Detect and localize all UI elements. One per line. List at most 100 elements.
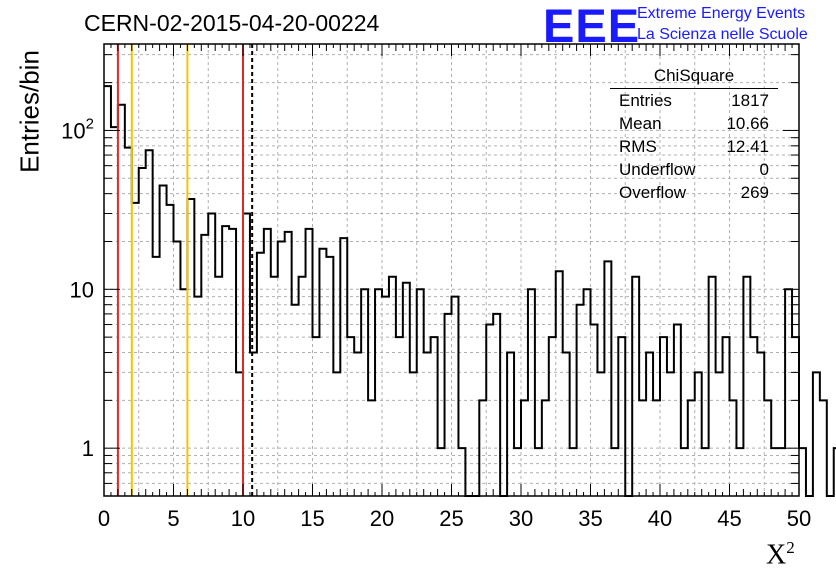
histogram-bin (563, 353, 570, 496)
x-axis-label: X2 (766, 538, 795, 571)
stats-box: ChiSquare Entries 1817 Mean 10.66 RMS 12… (610, 66, 778, 204)
histogram-bin (660, 337, 667, 496)
histogram-bin (333, 372, 340, 496)
histogram-bin (528, 289, 535, 496)
stats-label: RMS (619, 137, 657, 156)
histogram-bin (716, 372, 723, 496)
histogram-bin (646, 353, 653, 496)
histogram-bin (354, 353, 361, 496)
histogram-bin (549, 337, 556, 496)
histogram-bin (493, 314, 500, 496)
x-tick-label: 15 (300, 506, 324, 531)
histogram-bin (340, 238, 347, 496)
histogram-bin (313, 337, 320, 496)
x-axis: 0 5 10 15 20 25 30 35 40 45 50 (98, 44, 811, 531)
histogram-bin (139, 168, 146, 496)
stats-label: Mean (619, 114, 662, 133)
histogram-bin (236, 372, 243, 496)
histogram-bin (799, 448, 806, 496)
histogram-bin (723, 337, 730, 496)
histogram-bin (187, 199, 194, 496)
histogram-bin (160, 186, 167, 496)
stats-row-overflow: Overflow 269 (610, 181, 778, 204)
histogram-bin (507, 353, 514, 496)
histogram-bin (431, 337, 438, 496)
histogram-bin (618, 337, 625, 496)
histogram-bin (375, 289, 382, 496)
eee-logo: EEE (543, 0, 641, 52)
histogram-bin (174, 241, 181, 496)
stats-label: Overflow (619, 183, 687, 202)
stats-label: Underflow (619, 160, 696, 179)
stats-value: 0 (759, 160, 769, 179)
histogram-bin (278, 241, 285, 496)
histogram-bin (250, 353, 257, 496)
histogram-bin (208, 214, 215, 496)
histogram-bin (104, 86, 111, 496)
stats-row-entries: Entries 1817 (610, 89, 778, 112)
stats-value: 12.41 (726, 137, 769, 156)
y-tick-label: 1 (82, 436, 94, 461)
histogram-bin (243, 214, 250, 496)
reference-lines (116, 44, 254, 496)
x-tick-label: 20 (370, 506, 394, 531)
logo-line-1: Extreme Energy Events (637, 5, 806, 22)
histogram-bin (813, 372, 820, 496)
histogram-bin (785, 289, 792, 496)
histogram-bin (820, 400, 827, 496)
histogram-bin (410, 372, 417, 496)
histogram-bin (486, 325, 493, 496)
histogram-bin (757, 353, 764, 496)
stats-value: 269 (740, 183, 769, 202)
stats-value: 1817 (731, 91, 769, 110)
histogram-bin (445, 314, 452, 496)
histogram-bin (361, 289, 368, 496)
histogram-bin (417, 289, 424, 496)
grid-lines (104, 44, 799, 496)
histogram-bin (285, 232, 292, 496)
histogram-bin (146, 150, 153, 496)
histogram-bin (396, 337, 403, 496)
stats-label: Entries (619, 91, 672, 110)
histogram-series (104, 85, 836, 497)
y-tick-label: 10 (70, 277, 94, 302)
histogram-bin (452, 297, 459, 496)
logo-line-2: La Scienza nelle Scuole (637, 26, 808, 43)
stats-row-underflow: Underflow 0 (610, 158, 778, 181)
histogram-outline (104, 85, 836, 497)
histogram-bin (695, 372, 702, 496)
histogram-bin (597, 372, 604, 496)
histogram-bin (111, 127, 118, 496)
histogram-bin (674, 325, 681, 496)
histogram-bin (167, 205, 174, 496)
x-tick-label: 50 (787, 506, 811, 531)
histogram-bin (667, 372, 674, 496)
histogram-bin (424, 353, 431, 496)
histogram-bin (382, 297, 389, 496)
x-tick-label: 0 (98, 506, 110, 531)
histogram-bin (326, 257, 333, 496)
histogram-bin (118, 105, 125, 496)
chart-title: CERN-02-2015-04-20-00224 (84, 10, 380, 36)
stats-row-rms: RMS 12.41 (610, 135, 778, 158)
x-tick-label: 30 (509, 506, 533, 531)
histogram-bin (792, 337, 799, 496)
y-tick-label: 102 (61, 115, 94, 143)
stats-value: 10.66 (726, 114, 769, 133)
histogram-bin (584, 289, 591, 496)
x-tick-label: 35 (578, 506, 602, 531)
stats-header: ChiSquare (610, 66, 778, 89)
x-tick-label: 25 (439, 506, 463, 531)
histogram-bin (180, 289, 187, 496)
x-tick-label: 10 (231, 506, 255, 531)
stats-row-mean: Mean 10.66 (610, 112, 778, 135)
x-tick-label: 40 (648, 506, 672, 531)
histogram-bin (750, 337, 757, 496)
histogram-bin (194, 297, 201, 496)
histogram-bin (347, 337, 354, 496)
histogram-bin (591, 325, 598, 496)
histogram-bin (153, 257, 160, 496)
y-axis-label: Entries/bin (14, 50, 45, 173)
x-tick-label: 5 (167, 506, 179, 531)
